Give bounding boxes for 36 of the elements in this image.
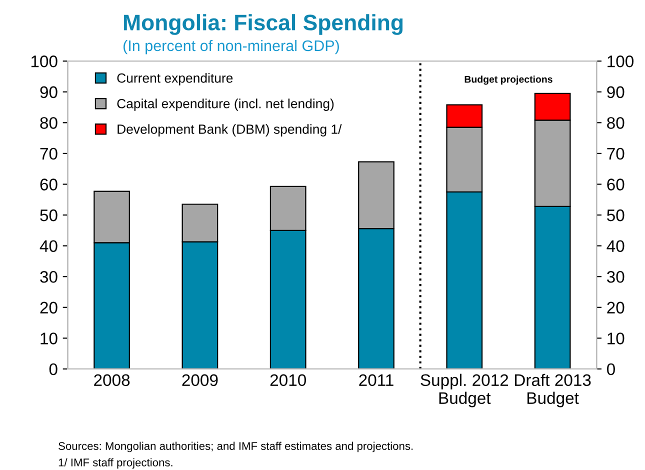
x-tick-label: 2010 xyxy=(270,374,306,386)
y2-tick-label: 80 xyxy=(607,117,624,129)
y2-tick-label: 50 xyxy=(607,209,624,222)
y-tick-label: 60 xyxy=(40,178,58,190)
y2-tick-label: 30 xyxy=(606,270,624,283)
y-tick-label: 10 xyxy=(40,332,58,344)
x-tick-label: 2008 xyxy=(94,374,130,386)
annotation: Budget projections xyxy=(464,76,552,85)
chart-title: Mongolia: Fiscal Spending xyxy=(124,14,403,35)
y-tick-label: 90 xyxy=(40,86,58,98)
y2-tick-label: 0 xyxy=(607,363,615,376)
x-tick-label: Draft 2013 Budget xyxy=(515,374,591,408)
y2-tick-label: 100 xyxy=(608,56,634,68)
y-tick-label: 20 xyxy=(40,302,58,314)
source-note: Sources: Mongolian authorities; and IMF staff estimates and projections. xyxy=(58,442,413,452)
y2-tick-label: 40 xyxy=(606,240,624,252)
legend-label: Development Bank (DBM) spending 1/ xyxy=(118,124,342,136)
y-tick-label: 50 xyxy=(40,209,58,222)
x-tick-label: 2009 xyxy=(182,374,218,386)
x-tick-label: 2011 xyxy=(359,374,394,386)
y-tick-label: 70 xyxy=(40,148,58,160)
y-tick-label: 0 xyxy=(49,363,58,376)
y2-tick-label: 20 xyxy=(607,302,624,314)
x-tick-label: Suppl. 2012 Budget xyxy=(420,374,508,408)
text: 1/ IMF staff projections. xyxy=(58,458,172,469)
y2-tick-label: 10 xyxy=(608,332,624,344)
legend-label: Capital expenditure (incl. net lending) xyxy=(117,98,334,111)
y2-tick-label: 60 xyxy=(607,178,624,190)
y2-tick-label: 90 xyxy=(607,86,624,98)
y-tick-label: 100 xyxy=(31,56,58,68)
y-tick-label: 30 xyxy=(40,270,58,283)
chart-subtitle: (In percent of non-mineral GDP) xyxy=(124,40,339,54)
legend-label: Current expenditure xyxy=(117,73,233,86)
y-tick-label: 80 xyxy=(40,117,58,129)
y-tick-label: 40 xyxy=(40,240,58,252)
y2-tick-label: 70 xyxy=(607,148,624,160)
